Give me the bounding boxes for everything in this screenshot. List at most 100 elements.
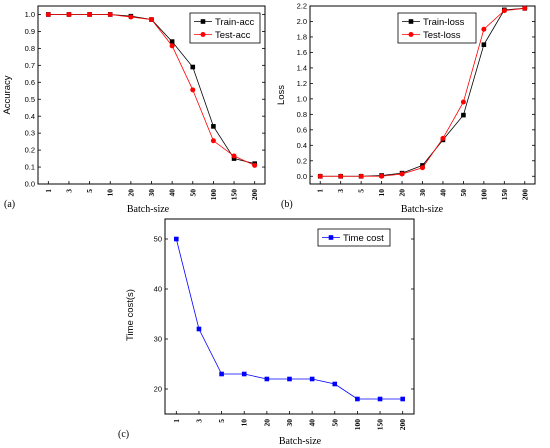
data-point-time cost <box>332 381 338 387</box>
y-axis-label: Accuracy <box>2 75 13 114</box>
data-point-time cost <box>219 371 224 377</box>
y-tick-label: 0.2 <box>297 156 307 165</box>
data-point-test-acc <box>128 14 134 20</box>
x-tick-label: 50 <box>459 189 468 197</box>
data-point-test-acc <box>169 43 175 49</box>
data-point-test-loss <box>338 173 344 179</box>
data-point-test-loss <box>501 8 507 14</box>
x-tick-label: 40 <box>168 189 177 197</box>
y-axis-label: Time cost(s) <box>125 289 136 341</box>
legend-entry: Time cost <box>343 233 384 244</box>
panel-label: (b) <box>281 199 293 210</box>
x-tick-label: 10 <box>106 189 115 197</box>
data-point-train-acc <box>169 39 175 44</box>
y-tick-label: 1.0 <box>297 94 307 103</box>
x-tick-label: 1 <box>44 189 53 193</box>
y-tick-label: 30 <box>154 335 162 344</box>
y-tick-label: 50 <box>154 235 162 244</box>
data-point-train-acc <box>211 124 216 129</box>
x-tick-label: 1 <box>172 419 181 423</box>
y-tick-label: 0.8 <box>25 44 35 53</box>
y-tick-label: 0.1 <box>25 163 35 172</box>
legend-box <box>189 12 261 44</box>
data-point-time cost <box>309 376 315 382</box>
data-point-test-loss <box>358 173 364 179</box>
data-point-time cost <box>174 236 179 242</box>
y-tick-label: 0.8 <box>297 110 307 119</box>
data-point-test-loss <box>460 99 466 105</box>
x-tick-label: 150 <box>376 419 385 431</box>
data-point-test-acc <box>107 11 113 17</box>
panel-label: (c) <box>118 429 129 440</box>
data-point-time cost <box>196 326 202 332</box>
x-tick-label: 10 <box>240 419 249 427</box>
y-tick-label: 0.5 <box>25 95 35 104</box>
y-tick-label: 1.0 <box>25 10 35 19</box>
panel-label: (a) <box>4 199 15 210</box>
x-tick-label: 1 <box>316 189 325 193</box>
x-tick-label: 20 <box>262 419 271 427</box>
legend-marker <box>408 19 414 24</box>
data-point-time cost <box>287 376 292 382</box>
x-tick-label: 3 <box>194 419 203 423</box>
y-tick-label: 2.2 <box>297 2 307 11</box>
data-point-time cost <box>355 396 360 402</box>
x-tick-label: 5 <box>217 419 226 423</box>
x-axis-label: Batch-size <box>127 204 170 215</box>
x-tick-label: 20 <box>126 189 135 197</box>
legend-entry: Test-acc <box>215 30 251 41</box>
legend-box <box>397 12 477 44</box>
legend-entry: Train-acc <box>215 17 254 28</box>
data-point-test-acc <box>210 138 216 144</box>
x-tick-label: 50 <box>188 189 197 197</box>
x-tick-label: 200 <box>520 189 529 201</box>
x-tick-label: 40 <box>308 419 317 427</box>
y-tick-label: 0.4 <box>25 112 35 121</box>
data-point-train-loss <box>461 112 466 118</box>
data-point-test-loss <box>481 26 487 32</box>
x-axis-label: Batch-size <box>279 436 322 447</box>
data-point-test-loss <box>379 173 385 179</box>
x-tick-label: 100 <box>353 419 362 431</box>
y-tick-label: 1.6 <box>297 48 307 57</box>
data-point-test-loss <box>317 173 323 179</box>
legend-marker <box>408 32 414 37</box>
y-tick-label: 0.9 <box>25 27 35 36</box>
y-tick-label: 0.4 <box>297 141 307 150</box>
data-point-test-acc <box>190 87 196 93</box>
legend-entry: Train-loss <box>423 17 465 28</box>
x-tick-label: 30 <box>418 189 427 197</box>
x-tick-label: 150 <box>500 189 509 201</box>
y-tick-label: 1.2 <box>297 79 307 88</box>
y-tick-label: 0.7 <box>25 61 35 70</box>
x-tick-label: 3 <box>64 189 73 193</box>
x-tick-label: 200 <box>250 189 259 201</box>
y-tick-label: 0.2 <box>25 146 35 155</box>
legend-marker <box>200 19 206 24</box>
data-point-time cost <box>264 376 270 382</box>
data-point-test-acc <box>231 153 237 159</box>
x-axis-label: Batch-size <box>401 204 444 215</box>
legend-entry: Test-loss <box>423 30 461 41</box>
y-tick-label: 0.6 <box>25 78 35 87</box>
x-tick-label: 50 <box>330 419 339 427</box>
data-point-test-loss <box>399 171 405 177</box>
data-point-train-acc <box>190 64 196 70</box>
y-tick-label: 0.0 <box>297 172 307 181</box>
data-point-test-acc <box>66 11 72 17</box>
data-point-test-acc <box>252 162 258 168</box>
legend-marker <box>328 235 334 240</box>
x-tick-label: 5 <box>357 189 366 193</box>
data-point-time cost <box>400 396 405 402</box>
data-point-test-acc <box>87 11 93 17</box>
y-axis-label: Loss <box>276 85 287 105</box>
x-tick-label: 30 <box>285 419 294 427</box>
data-point-train-loss <box>481 42 487 47</box>
y-tick-label: 0.0 <box>25 180 35 189</box>
data-point-train-acc <box>231 156 237 161</box>
x-tick-label: 3 <box>336 189 345 193</box>
data-point-test-loss <box>420 165 425 171</box>
data-point-test-loss <box>440 135 446 141</box>
y-tick-label: 1.8 <box>297 33 307 42</box>
